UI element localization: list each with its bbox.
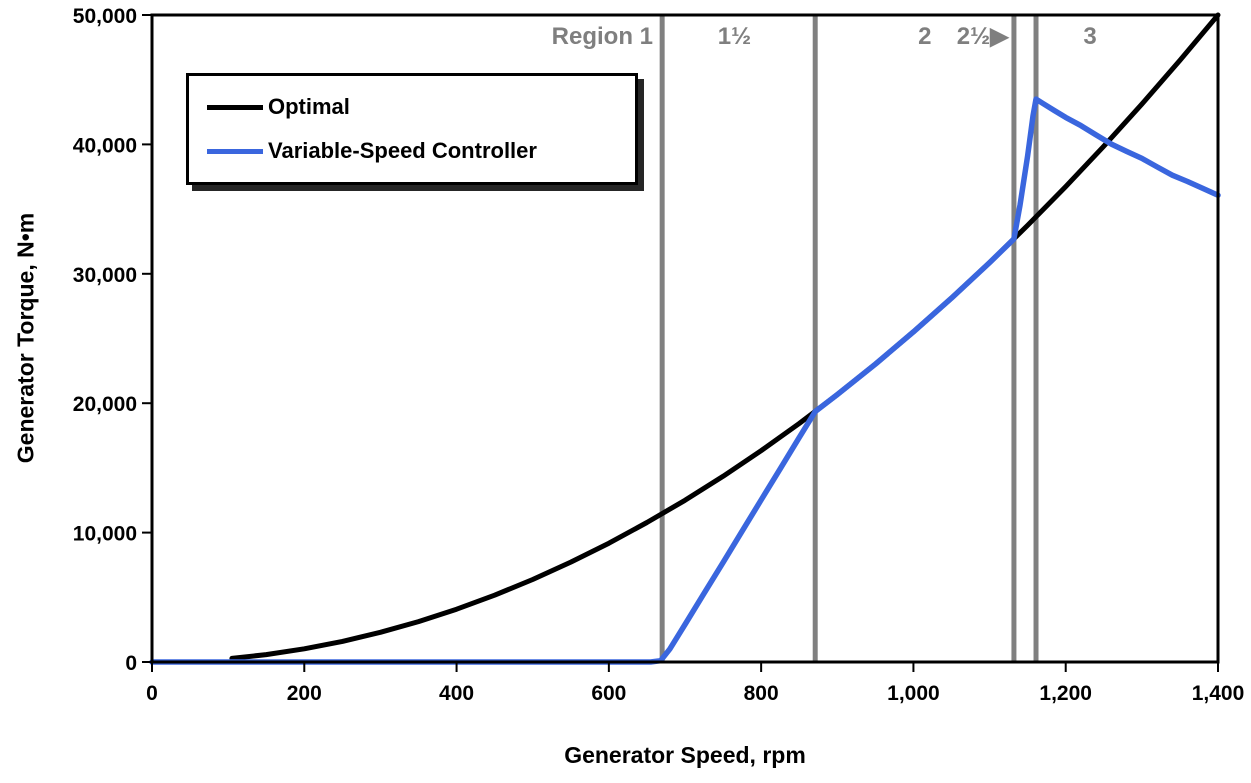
x-tick-label: 1,400	[1192, 682, 1245, 705]
region-label: Region 1	[552, 23, 653, 50]
y-tick-label: 0	[125, 652, 137, 675]
region-label: 2½▶	[957, 23, 1010, 50]
region-label: 2	[918, 23, 931, 50]
y-tick-label: 30,000	[73, 264, 137, 287]
legend-label-controller: Variable-Speed Controller	[268, 138, 537, 163]
plot-border	[150, 13, 1220, 664]
y-axis-title: Generator Torque, N•m	[12, 212, 39, 464]
x-tick-label: 1,000	[887, 682, 940, 705]
x-tick-label: 400	[439, 682, 474, 705]
legend-label-optimal: Optimal	[268, 94, 350, 119]
y-tick-label: 50,000	[73, 5, 137, 28]
x-axis-title: Generator Speed, rpm	[564, 742, 806, 768]
y-tick-label: 20,000	[73, 393, 137, 416]
optimal-curve	[229, 12, 1221, 661]
controller-line-swatch	[207, 148, 263, 154]
y-tick-label: 40,000	[73, 134, 137, 157]
x-tick-label: 800	[744, 682, 779, 705]
x-tick-label: 0	[146, 682, 158, 705]
x-tick-label: 600	[591, 682, 626, 705]
legend-item-controller: Variable-Speed Controller	[207, 138, 635, 164]
legend: Optimal Variable-Speed Controller	[186, 73, 638, 185]
region-label: 3	[1083, 23, 1096, 50]
x-tick-label: 200	[287, 682, 322, 705]
legend-item-optimal: Optimal	[207, 94, 635, 120]
optimal-line-swatch	[207, 104, 263, 110]
y-tick-label: 10,000	[73, 523, 137, 546]
x-tick-label: 1,200	[1039, 682, 1092, 705]
region-label: 1½	[718, 23, 751, 50]
